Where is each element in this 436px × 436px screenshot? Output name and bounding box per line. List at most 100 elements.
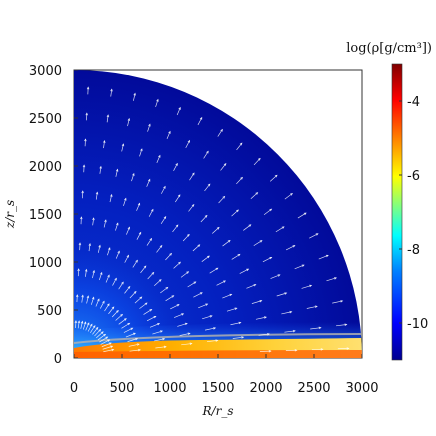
velocity-arrow-head (107, 274, 110, 278)
velocity-arrow (239, 268, 249, 274)
velocity-arrow-head (239, 142, 243, 146)
velocity-arrow-head (97, 298, 100, 302)
velocity-arrow-head (140, 148, 143, 152)
velocity-arrow (174, 313, 184, 318)
velocity-arrow (332, 300, 343, 304)
velocity-arrow-head (111, 348, 115, 352)
velocity-arrow-head (193, 281, 197, 284)
velocity-arrow (318, 255, 329, 260)
velocity-arrow (96, 331, 104, 339)
velocity-arrow (112, 278, 117, 286)
velocity-arrow-head (207, 255, 210, 259)
velocity-arrow (198, 303, 208, 309)
velocity-arrow-head (80, 320, 84, 324)
velocity-arrow (146, 238, 152, 246)
x-tick-label: 2000 (249, 381, 282, 396)
velocity-arrow (123, 327, 133, 333)
velocity-arrow-head (86, 86, 90, 90)
velocity-arrow-head (269, 208, 273, 212)
velocity-arrow-head (116, 222, 119, 226)
velocity-arrow (251, 300, 262, 304)
velocity-arrow-head (216, 226, 220, 230)
y-tick-label: 1500 (29, 208, 62, 223)
velocity-arrow-head (143, 265, 147, 269)
velocity-arrow (231, 209, 239, 217)
velocity-arrow (160, 216, 167, 225)
velocity-arrow-head (102, 300, 105, 304)
velocity-arrow-head (99, 165, 102, 169)
velocity-arrow-head (95, 326, 99, 330)
velocity-arrow (165, 295, 174, 302)
velocity-arrow (176, 107, 181, 116)
velocity-arrow-head (178, 261, 181, 265)
velocity-arrow-head (108, 342, 112, 345)
velocity-arrow (103, 140, 105, 149)
velocity-arrow-head (138, 231, 142, 235)
velocity-arrow-head (207, 183, 211, 187)
velocity-arrow (156, 155, 161, 163)
velocity-arrow (211, 227, 220, 234)
velocity-arrow (217, 129, 223, 137)
velocity-arrow (218, 196, 225, 204)
velocity-arrow-head (110, 345, 114, 348)
density-field (74, 70, 362, 358)
velocity-arrow (139, 302, 148, 309)
velocity-arrow-head (162, 337, 166, 341)
velocity-arrow (236, 177, 243, 185)
velocity-arrow (222, 240, 231, 247)
velocity-arrow-head (88, 242, 92, 246)
velocity-arrow (326, 277, 337, 282)
velocity-arrow (121, 322, 130, 329)
velocity-arrow-head (149, 237, 153, 241)
velocity-arrow (175, 194, 181, 203)
velocity-arrow-head (121, 281, 124, 285)
velocity-arrow (284, 330, 296, 333)
velocity-arrow (185, 140, 190, 149)
velocity-arrow-head (281, 226, 285, 229)
velocity-arrow (154, 279, 162, 286)
velocity-arrow (154, 338, 165, 342)
velocity-arrow (202, 315, 213, 320)
velocity-arrow (200, 215, 208, 223)
velocity-arrow (204, 183, 211, 192)
velocity-arrow (203, 151, 209, 159)
colorbar-title: log(ρ[g/cm³]) (346, 41, 432, 56)
velocity-arrow (181, 343, 192, 346)
velocity-arrow (103, 349, 114, 353)
velocity-arrow (165, 253, 172, 261)
velocity-arrow (161, 186, 166, 194)
velocity-arrow-head (187, 139, 190, 143)
velocity-arrow-head (259, 299, 263, 303)
velocity-arrow-head (135, 337, 139, 341)
velocity-arrow (206, 340, 218, 343)
velocity-arrow-head (99, 271, 103, 275)
velocity-arrow (301, 285, 312, 289)
velocity-arrow (155, 346, 167, 349)
velocity-arrow-head (91, 296, 95, 300)
velocity-arrow (127, 118, 130, 127)
velocity-arrow (81, 295, 84, 303)
velocity-arrow-head (267, 332, 271, 336)
velocity-arrow-head (220, 128, 223, 132)
velocity-arrow-head (85, 112, 89, 116)
velocity-arrow-head (181, 313, 185, 316)
velocity-arrow (105, 274, 110, 283)
velocity-arrow (108, 306, 115, 315)
x-tick-label: 2500 (297, 381, 330, 396)
velocity-arrow-head (269, 256, 273, 260)
velocity-arrow-head (108, 247, 111, 251)
velocity-arrow (148, 209, 154, 217)
velocity-arrow-head (344, 323, 348, 327)
velocity-arrow-head (191, 203, 195, 207)
y-tick-label: 3000 (29, 64, 62, 79)
velocity-arrow-head (115, 168, 119, 172)
velocity-arrow-head (334, 277, 338, 280)
velocity-arrow (97, 245, 101, 253)
velocity-arrow (129, 291, 137, 299)
velocity-arrow (146, 179, 151, 187)
velocity-arrow-head (153, 315, 157, 319)
velocity-arrow-head (237, 253, 241, 257)
velocity-arrow-head (257, 157, 261, 161)
velocity-arrow (136, 203, 140, 211)
velocity-arrow (146, 316, 156, 322)
